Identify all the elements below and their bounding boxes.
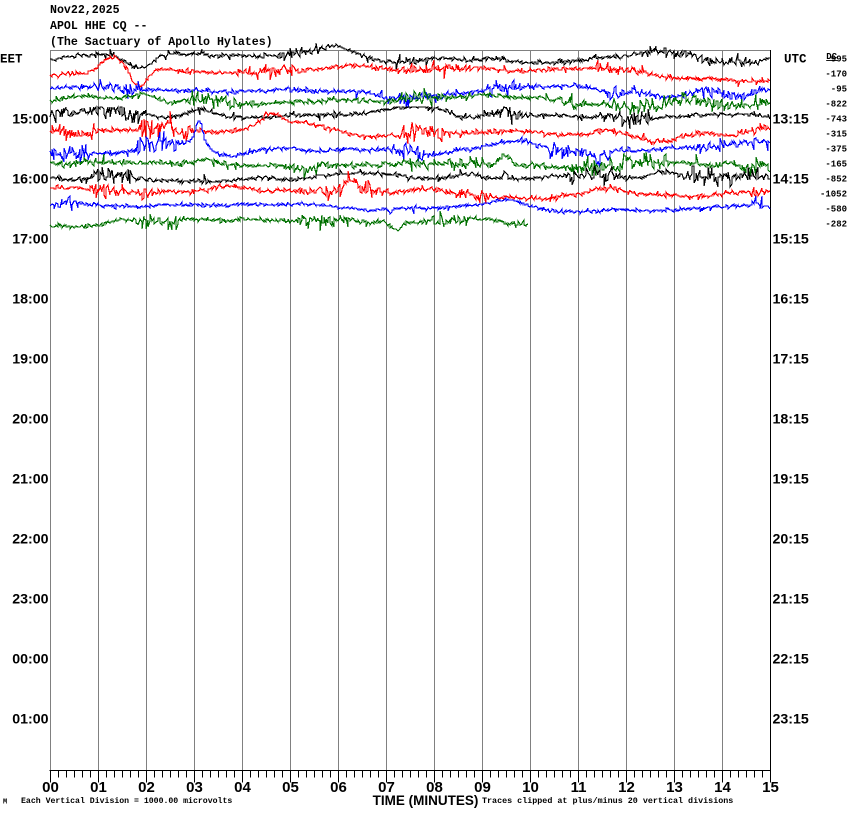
svg-text:20:15: 20:15 xyxy=(773,532,809,548)
svg-text:TIME (MINUTES): TIME (MINUTES) xyxy=(373,793,479,808)
svg-text:-580: -580 xyxy=(825,205,847,215)
svg-text:APOL HHE CQ --: APOL HHE CQ -- xyxy=(50,20,147,33)
svg-text:15:15: 15:15 xyxy=(773,232,809,248)
svg-text:19:15: 19:15 xyxy=(773,472,809,488)
svg-text:01:00: 01:00 xyxy=(12,712,48,728)
svg-text:21:15: 21:15 xyxy=(773,592,809,608)
svg-text:01: 01 xyxy=(90,779,107,796)
svg-text:14: 14 xyxy=(714,779,731,796)
svg-text:18:00: 18:00 xyxy=(12,292,48,308)
svg-text:12: 12 xyxy=(618,779,635,796)
svg-text:DC: DC xyxy=(826,52,837,62)
svg-text:-1052: -1052 xyxy=(820,190,847,200)
svg-text:EET: EET xyxy=(0,53,23,67)
svg-text:-375: -375 xyxy=(825,145,847,155)
svg-text:-852: -852 xyxy=(825,175,847,185)
svg-text:Each Vertical Division = 1000.: Each Vertical Division = 1000.00 microvo… xyxy=(21,796,232,806)
svg-text:22:00: 22:00 xyxy=(12,532,48,548)
svg-text:22:15: 22:15 xyxy=(773,652,809,668)
svg-text:Traces clipped at plus/minus 2: Traces clipped at plus/minus 20 vertical… xyxy=(482,796,733,806)
svg-text:23:00: 23:00 xyxy=(12,592,48,608)
svg-text:UTC: UTC xyxy=(784,53,807,67)
svg-text:995: 995 xyxy=(831,55,847,65)
svg-text:16:15: 16:15 xyxy=(773,292,809,308)
svg-text:02: 02 xyxy=(138,779,155,796)
svg-text:15: 15 xyxy=(762,779,779,796)
svg-text:-282: -282 xyxy=(825,220,847,230)
svg-text:-165: -165 xyxy=(825,160,847,170)
svg-text:11: 11 xyxy=(571,779,587,796)
svg-text:19:00: 19:00 xyxy=(12,352,48,368)
svg-text:-95: -95 xyxy=(831,85,847,95)
svg-text:M: M xyxy=(3,799,7,807)
svg-text:09: 09 xyxy=(474,779,491,796)
svg-text:00:00: 00:00 xyxy=(12,652,48,668)
svg-text:03: 03 xyxy=(186,779,203,796)
svg-text:00: 00 xyxy=(42,779,59,796)
svg-text:18:15: 18:15 xyxy=(773,412,809,428)
svg-text:06: 06 xyxy=(330,779,347,796)
svg-text:14:15: 14:15 xyxy=(773,172,809,188)
svg-text:-170: -170 xyxy=(825,70,847,80)
svg-text:15:00: 15:00 xyxy=(12,112,48,128)
svg-text:-743: -743 xyxy=(825,115,847,125)
svg-text:Nov22,2025: Nov22,2025 xyxy=(50,4,120,17)
svg-text:23:15: 23:15 xyxy=(773,712,809,728)
svg-text:16:00: 16:00 xyxy=(12,172,48,188)
svg-text:-822: -822 xyxy=(825,100,847,110)
svg-text:05: 05 xyxy=(282,779,299,796)
svg-text:08: 08 xyxy=(426,779,443,796)
svg-text:10: 10 xyxy=(522,779,539,796)
svg-text:-315: -315 xyxy=(825,130,847,140)
svg-text:13: 13 xyxy=(666,779,683,796)
svg-text:13:15: 13:15 xyxy=(773,112,809,128)
svg-text:21:00: 21:00 xyxy=(12,472,48,488)
svg-text:20:00: 20:00 xyxy=(12,412,48,428)
svg-text:17:00: 17:00 xyxy=(12,232,48,248)
svg-text:04: 04 xyxy=(234,779,251,796)
svg-text:17:15: 17:15 xyxy=(773,352,809,368)
svg-text:(The Sactuary of Apollo Hylate: (The Sactuary of Apollo Hylates) xyxy=(50,36,273,49)
svg-text:07: 07 xyxy=(378,779,395,796)
